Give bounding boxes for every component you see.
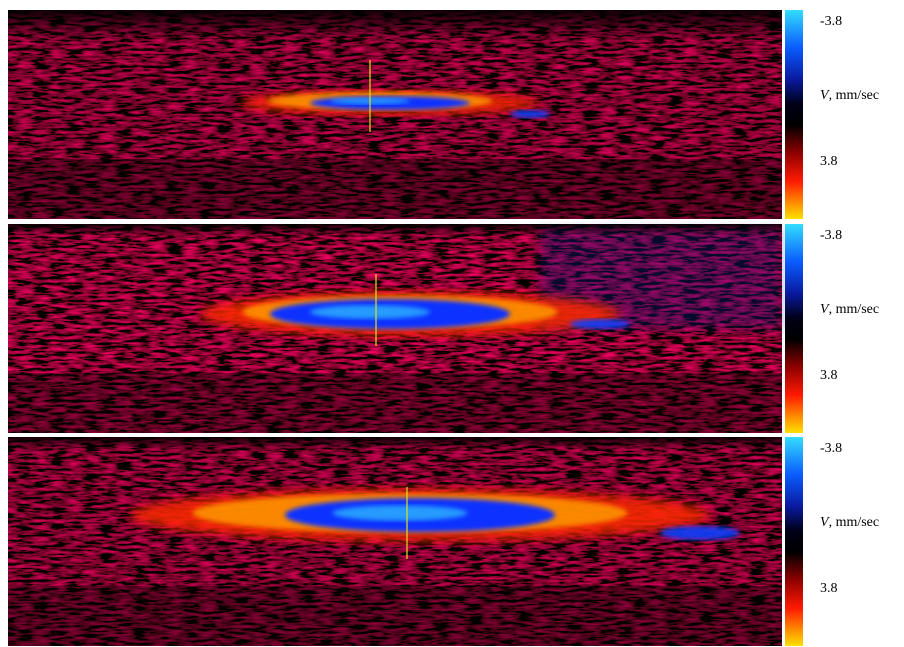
lesion-tail xyxy=(510,110,550,118)
figure: -3.8 V, mm/sec 3.8 -3.8 V, mm/sec 3.8 -3.8 V, m… xyxy=(0,0,904,647)
colorbar xyxy=(785,437,803,646)
lesion-highlight xyxy=(333,505,468,520)
colorbar xyxy=(785,10,803,219)
colorbar-top-label: -3.8 xyxy=(820,441,842,456)
bottom-shadow xyxy=(8,159,782,219)
bottom-shadow xyxy=(8,586,782,646)
colorbar-top-label: -3.8 xyxy=(820,228,842,243)
axis-unit: , mm/sec xyxy=(829,515,880,530)
colorbar-bottom-label: 3.8 xyxy=(820,154,838,169)
colorbar-top-label: -3.8 xyxy=(820,14,842,29)
axis-unit: , mm/sec xyxy=(829,88,880,103)
panels: -3.8 V, mm/sec 3.8 -3.8 V, mm/sec 3.8 -3.8 V, m… xyxy=(8,10,879,646)
top-shadow xyxy=(8,10,782,40)
colorbar-axis-label: V, mm/sec xyxy=(820,88,879,103)
colorbar-bottom-label: 3.8 xyxy=(820,368,838,383)
doppler-panel: -3.8 V, mm/sec 3.8 xyxy=(8,224,879,433)
bottom-shadow xyxy=(8,373,782,433)
lesion-tail xyxy=(660,526,740,540)
colorbar-bottom-label: 3.8 xyxy=(820,581,838,596)
colorbar-axis-label: V, mm/sec xyxy=(820,302,879,317)
colorbar xyxy=(785,224,803,433)
doppler-panel: -3.8 V, mm/sec 3.8 xyxy=(8,437,879,646)
axis-unit: , mm/sec xyxy=(829,302,880,317)
lesion-highlight xyxy=(310,305,430,319)
top-shadow xyxy=(8,437,782,449)
colorbar-axis-label: V, mm/sec xyxy=(820,515,879,530)
lesion-tail xyxy=(570,319,630,329)
doppler-panel: -3.8 V, mm/sec 3.8 xyxy=(8,10,879,219)
